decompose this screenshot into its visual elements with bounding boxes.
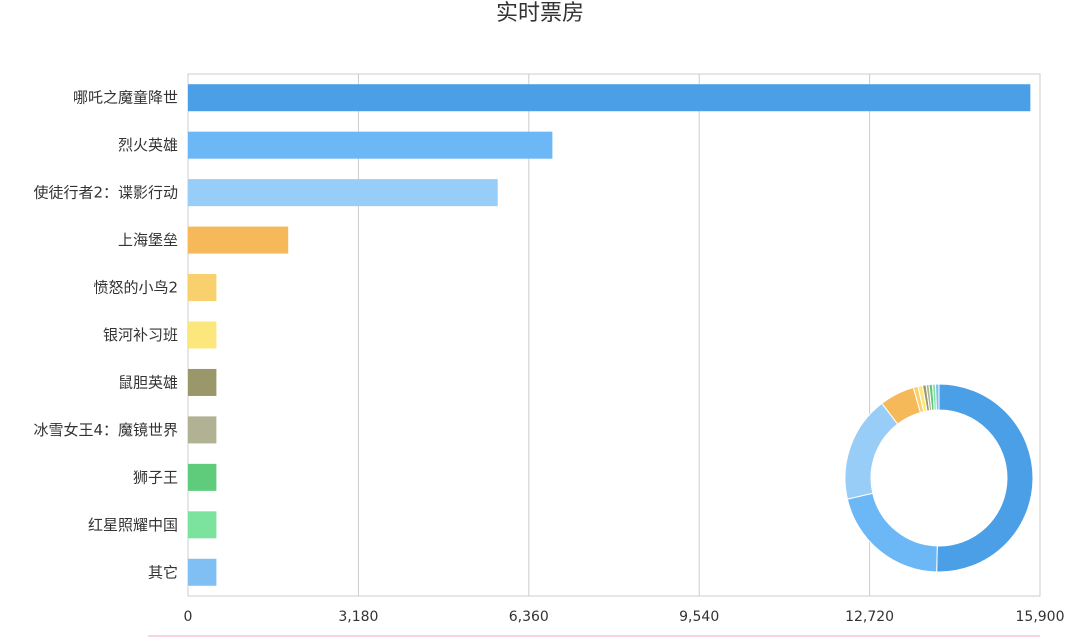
x-tick-label: 15,900 <box>1016 609 1065 625</box>
bar <box>188 511 217 539</box>
donut-slice <box>846 492 938 573</box>
donut-slice <box>934 383 940 411</box>
bar <box>188 463 217 491</box>
x-tick-label: 3,180 <box>338 609 378 625</box>
category-label: 其它 <box>148 563 178 581</box>
bar <box>188 226 289 254</box>
donut-slice <box>844 402 899 500</box>
x-tick-label: 12,720 <box>845 609 894 625</box>
x-tick-label: 0 <box>184 609 193 625</box>
category-label: 红星照耀中国 <box>88 516 178 534</box>
category-label: 上海堡垒 <box>118 231 178 249</box>
category-label: 鼠胆英雄 <box>118 373 178 391</box>
category-label: 使徒行者2：谍影行动 <box>33 184 178 202</box>
bar <box>188 84 1031 112</box>
bar <box>188 416 217 444</box>
bar <box>188 131 553 159</box>
category-label: 狮子王 <box>133 468 178 486</box>
donut-chart <box>844 383 1034 573</box>
category-label: 烈火英雄 <box>118 136 178 154</box>
bar <box>188 558 217 586</box>
tick-label-layer: 0 3,180 6,360 9,540 12,720 15,900 <box>184 609 1065 625</box>
chart-title: 实时票房 <box>495 1 584 26</box>
category-label: 冰雪女王4：魔镜世界 <box>33 421 178 439</box>
category-label: 银河补习班 <box>103 326 178 344</box>
bar <box>188 179 498 207</box>
bar-layer <box>188 84 1031 586</box>
bar <box>188 321 217 349</box>
category-label: 愤怒的小鸟2 <box>93 279 178 297</box>
category-label: 哪吒之魔童降世 <box>73 89 178 107</box>
bar <box>188 274 217 302</box>
x-tick-label: 6,360 <box>509 609 549 625</box>
donut-slice <box>936 383 1034 573</box>
x-tick-label: 9,540 <box>679 609 719 625</box>
bar <box>188 368 217 396</box>
